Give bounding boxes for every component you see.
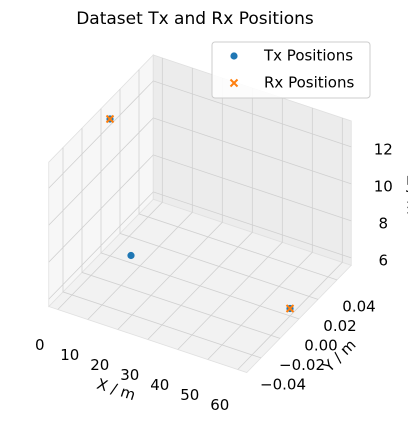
marker: [127, 251, 135, 260]
legend-label: Rx Positions: [264, 74, 354, 92]
z-tick-label: 8: [378, 214, 388, 232]
grid-line: [119, 89, 319, 300]
marker: [105, 114, 115, 124]
legend-box: [211, 41, 371, 99]
legend: Tx Positions Rx Positions: [211, 41, 371, 99]
legend-marker: [229, 78, 239, 88]
marker: [285, 304, 295, 313]
x-tick-label: 20: [90, 356, 109, 374]
grid-line: [48, 80, 352, 189]
y-tick-label: 0.00: [304, 336, 337, 354]
grid-line: [62, 147, 262, 359]
y-tick-label: −0.02: [279, 356, 325, 374]
y-tick-label: −0.04: [260, 375, 306, 393]
grid-line: [48, 191, 352, 300]
x-tick-label: 60: [210, 396, 229, 414]
y-tick-label: 0.02: [323, 317, 356, 335]
legend-marker: [230, 52, 238, 60]
z-tick-label: 12: [374, 140, 393, 158]
x-tick-label: 50: [180, 386, 199, 404]
grid-line: [48, 117, 352, 226]
grid-line: [81, 128, 281, 339]
grid-line: [237, 118, 343, 370]
grid-line: [177, 98, 283, 350]
z-tick-label: 10: [374, 177, 393, 195]
z-tick-label: 6: [378, 251, 388, 269]
x-tick-label: 0: [35, 336, 45, 354]
grid-line: [57, 58, 163, 310]
y-tick-label: 0.04: [342, 297, 375, 315]
legend-label: Tx Positions: [263, 47, 353, 65]
chart-title: Dataset Tx and Rx Positions: [76, 9, 314, 29]
grid-line: [117, 78, 223, 330]
grid-line: [207, 108, 313, 360]
grid-line: [138, 69, 338, 281]
grid-line: [48, 154, 352, 263]
x-tick-label: 40: [150, 376, 169, 394]
z-axis-label: Z / m: [404, 175, 408, 214]
x-tick-label: 10: [60, 346, 79, 364]
grid-line: [87, 68, 193, 320]
grid-line: [100, 108, 300, 320]
grid-line: [147, 88, 253, 340]
x-tick-label: 30: [120, 366, 139, 384]
